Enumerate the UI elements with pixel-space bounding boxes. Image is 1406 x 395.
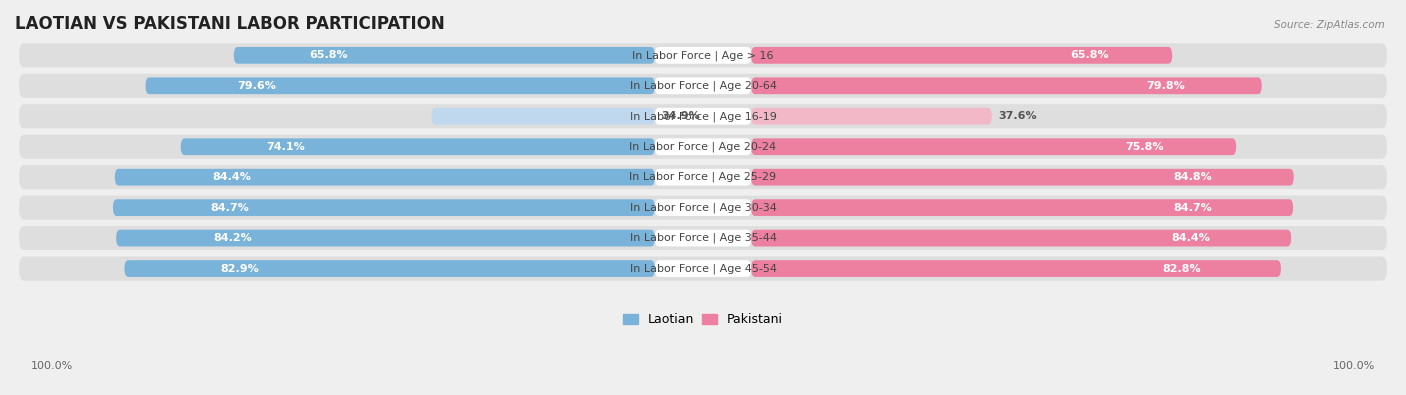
Text: In Labor Force | Age 16-19: In Labor Force | Age 16-19	[630, 111, 776, 122]
Text: In Labor Force | Age 35-44: In Labor Force | Age 35-44	[630, 233, 776, 243]
Text: 65.8%: 65.8%	[1070, 50, 1109, 60]
Text: In Labor Force | Age 20-64: In Labor Force | Age 20-64	[630, 81, 776, 91]
Text: 74.1%: 74.1%	[266, 142, 305, 152]
FancyBboxPatch shape	[20, 104, 1386, 128]
FancyBboxPatch shape	[233, 47, 655, 64]
FancyBboxPatch shape	[751, 169, 1294, 186]
Text: 84.2%: 84.2%	[214, 233, 252, 243]
FancyBboxPatch shape	[20, 226, 1386, 250]
Text: In Labor Force | Age 25-29: In Labor Force | Age 25-29	[630, 172, 776, 182]
Text: In Labor Force | Age 30-34: In Labor Force | Age 30-34	[630, 202, 776, 213]
FancyBboxPatch shape	[117, 230, 655, 246]
FancyBboxPatch shape	[655, 108, 751, 125]
FancyBboxPatch shape	[181, 138, 655, 155]
FancyBboxPatch shape	[20, 74, 1386, 98]
Text: 82.9%: 82.9%	[219, 263, 259, 274]
FancyBboxPatch shape	[655, 77, 751, 94]
FancyBboxPatch shape	[20, 196, 1386, 220]
FancyBboxPatch shape	[115, 169, 655, 186]
Text: In Labor Force | Age > 16: In Labor Force | Age > 16	[633, 50, 773, 60]
Text: 65.8%: 65.8%	[309, 50, 349, 60]
FancyBboxPatch shape	[655, 47, 751, 64]
Text: 100.0%: 100.0%	[31, 361, 73, 371]
FancyBboxPatch shape	[751, 108, 991, 125]
FancyBboxPatch shape	[655, 230, 751, 246]
Legend: Laotian, Pakistani: Laotian, Pakistani	[619, 308, 787, 331]
Text: 84.8%: 84.8%	[1174, 172, 1212, 182]
Text: 75.8%: 75.8%	[1125, 142, 1163, 152]
FancyBboxPatch shape	[751, 260, 1281, 277]
FancyBboxPatch shape	[20, 135, 1386, 159]
FancyBboxPatch shape	[432, 108, 655, 125]
FancyBboxPatch shape	[751, 77, 1261, 94]
Text: Source: ZipAtlas.com: Source: ZipAtlas.com	[1274, 20, 1385, 30]
Text: 82.8%: 82.8%	[1163, 263, 1202, 274]
Text: LAOTIAN VS PAKISTANI LABOR PARTICIPATION: LAOTIAN VS PAKISTANI LABOR PARTICIPATION	[15, 15, 444, 33]
FancyBboxPatch shape	[655, 138, 751, 155]
Text: 84.4%: 84.4%	[212, 172, 250, 182]
FancyBboxPatch shape	[124, 260, 655, 277]
Text: 79.8%: 79.8%	[1146, 81, 1185, 91]
Text: 84.7%: 84.7%	[211, 203, 249, 213]
FancyBboxPatch shape	[751, 138, 1236, 155]
FancyBboxPatch shape	[655, 199, 751, 216]
Text: 37.6%: 37.6%	[998, 111, 1038, 121]
FancyBboxPatch shape	[751, 230, 1291, 246]
FancyBboxPatch shape	[20, 43, 1386, 68]
Text: 79.6%: 79.6%	[238, 81, 276, 91]
FancyBboxPatch shape	[20, 256, 1386, 280]
Text: 100.0%: 100.0%	[1333, 361, 1375, 371]
FancyBboxPatch shape	[20, 165, 1386, 189]
Text: 34.9%: 34.9%	[662, 111, 700, 121]
FancyBboxPatch shape	[655, 169, 751, 186]
FancyBboxPatch shape	[751, 47, 1173, 64]
FancyBboxPatch shape	[655, 260, 751, 277]
FancyBboxPatch shape	[112, 199, 655, 216]
FancyBboxPatch shape	[751, 199, 1294, 216]
Text: In Labor Force | Age 45-54: In Labor Force | Age 45-54	[630, 263, 776, 274]
FancyBboxPatch shape	[146, 77, 655, 94]
Text: 84.4%: 84.4%	[1171, 233, 1211, 243]
Text: 84.7%: 84.7%	[1173, 203, 1212, 213]
Text: In Labor Force | Age 20-24: In Labor Force | Age 20-24	[630, 141, 776, 152]
